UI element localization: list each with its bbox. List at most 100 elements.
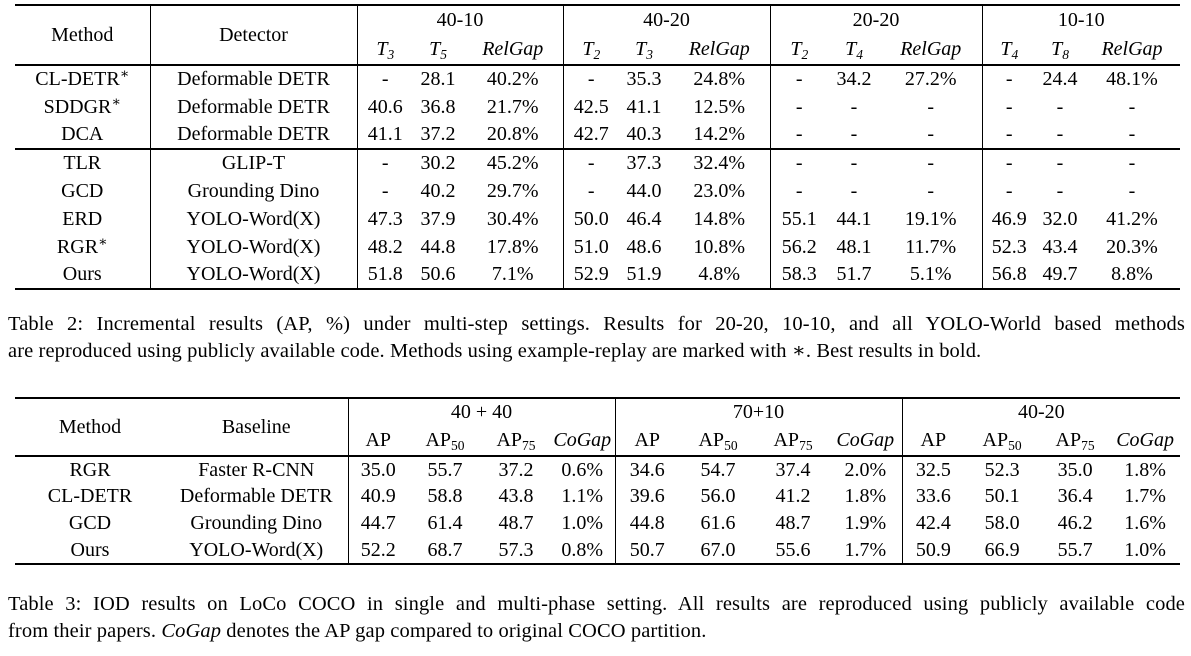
subcolumn-header-subscript: 75 <box>522 437 536 453</box>
value-cell: 14.8% <box>693 207 746 230</box>
method-cell: RGR∗ <box>15 233 150 261</box>
value-cell: 55.7 <box>1057 538 1093 561</box>
table3-caption: Table 3: IOD results on LoCo COCO in sin… <box>8 591 1185 645</box>
value-cell: 19.1% <box>904 207 957 230</box>
value-cell: 27.2% <box>904 68 957 90</box>
replay-star-marker: ∗ <box>98 234 108 250</box>
value-cell: - <box>880 148 982 177</box>
value-cell: 0.6% <box>561 458 604 481</box>
method-cell: GCD <box>15 177 150 205</box>
subcolumn-header: RelGap <box>1084 34 1181 66</box>
value-cell: 51.7 <box>836 263 872 285</box>
baseline-cell: Deformable DETR <box>179 485 333 507</box>
value-cell: 50.7 <box>614 537 680 564</box>
method-cell: SDDGR∗ <box>15 93 150 121</box>
value-cell: - <box>1128 179 1136 202</box>
value-cell: - <box>1128 123 1136 145</box>
subcolumn-header-label: AP <box>365 428 392 451</box>
value-cell: 67.0 <box>700 538 736 561</box>
subcolumn-header-label: T <box>429 37 441 60</box>
method-cell: RGR <box>15 456 165 483</box>
value-cell: 34.2 <box>836 68 872 90</box>
subcolumn-header-label: CoGap <box>836 428 895 451</box>
subcolumn-header-label: T <box>1000 37 1012 60</box>
value-cell: 33.6 <box>901 483 965 510</box>
caption-segment: are reproduced using publicly available … <box>8 340 982 362</box>
subcolumn-header: T5 <box>413 34 463 66</box>
subcolumn-header-label: AP <box>698 428 725 451</box>
value-cell: 11.7% <box>905 235 957 258</box>
table-row: CL-DETR Deformable DETR 40.9 58.8 43.8 1.1% 39… <box>15 483 1180 510</box>
value-cell: - <box>1036 148 1084 177</box>
subcolumn-header-label: T <box>845 37 857 60</box>
caption-segment: from their papers. <box>8 620 162 642</box>
group-header: 20-20 <box>769 5 982 34</box>
subcolumn-header-label: AP <box>425 428 452 451</box>
value-cell: 37.2 <box>498 458 534 481</box>
subcolumn-header-label: AP <box>1055 428 1082 451</box>
subcolumn-header-label: AP <box>634 428 661 451</box>
value-cell: 0.8% <box>561 538 604 561</box>
method-label: CL-DETR <box>35 68 120 90</box>
subcolumn-header-subscript: 75 <box>1081 437 1095 453</box>
column-header-method: Method <box>15 5 150 66</box>
subcolumn-header: CoGap <box>550 425 616 457</box>
value-cell: 48.1 <box>836 235 872 258</box>
subcolumn-header: AP50 <box>408 425 482 457</box>
value-cell: 37.4 <box>775 458 811 481</box>
value-cell: 45.2% <box>463 148 563 177</box>
subcolumn-header-subscript: 4 <box>856 46 863 62</box>
value-cell: 48.7 <box>775 512 811 534</box>
baseline-cell: Grounding Dino <box>190 512 323 534</box>
subcolumn-header: AP <box>347 425 408 457</box>
detector-cell: Grounding Dino <box>149 177 357 205</box>
value-cell: 57.3 <box>498 538 534 561</box>
subcolumn-header-subscript: 50 <box>724 437 738 453</box>
subcolumn-header-label: T <box>582 37 594 60</box>
subcolumn-header: CoGap <box>1110 425 1181 457</box>
baseline-cell: Faster R-CNN <box>198 458 315 481</box>
value-cell: - <box>850 179 858 202</box>
value-cell: 44.1 <box>836 207 872 230</box>
value-cell: 41.1 <box>356 121 413 149</box>
subcolumn-header-subscript: 50 <box>1008 437 1022 453</box>
value-cell: 30.2 <box>413 148 463 177</box>
subcolumn-header: T4 <box>981 34 1036 66</box>
subcolumn-header: AP50 <box>679 425 758 457</box>
method-cell: ERD <box>15 205 150 233</box>
method-label: RGR <box>56 235 99 258</box>
column-header-detector: Detector <box>149 5 357 66</box>
value-cell: 41.2 <box>775 485 811 507</box>
value-cell: - <box>769 121 828 149</box>
method-label: CL-DETR <box>47 485 133 507</box>
value-cell: 42.5 <box>562 93 619 121</box>
group-header: 40-20 <box>562 5 770 34</box>
subcolumn-header: RelGap <box>880 34 982 66</box>
subcolumn-header-subscript: 3 <box>646 46 653 62</box>
detector-cell: YOLO-Word(X) <box>149 233 357 261</box>
value-cell: 56.0 <box>700 485 736 507</box>
value-cell: 55.6 <box>775 538 811 561</box>
value-cell: 32.0 <box>1042 207 1078 230</box>
group-header: 10-10 <box>981 5 1181 34</box>
subcolumn-header: RelGap <box>463 34 563 66</box>
value-cell: 42.7 <box>562 121 619 149</box>
value-cell: 23.0% <box>693 179 746 202</box>
value-cell: - <box>1056 123 1064 145</box>
value-cell: 36.8 <box>420 95 456 118</box>
table-row: RGR∗ YOLO-Word(X) 48.2 44.8 17.8% 51.0 48.6 10.… <box>15 233 1180 261</box>
value-cell: 39.6 <box>614 483 680 510</box>
subcolumn-header-subscript: 8 <box>1062 46 1069 62</box>
table-row: TLR GLIP-T -30.2 45.2% -37.3 32.4% - - - - - - <box>15 148 1181 177</box>
value-cell: - <box>981 148 1036 177</box>
table-row: SDDGR∗ Deformable DETR 40.6 36.8 21.7% 42.5 41… <box>15 93 1180 121</box>
value-cell: 50.0 <box>562 205 619 233</box>
value-cell: 44.0 <box>626 179 662 202</box>
subcolumn-header-subscript: 5 <box>440 46 447 62</box>
value-cell: 24.4 <box>1042 68 1078 90</box>
detector-cell: YOLO-Word(X) <box>149 261 357 289</box>
value-cell: 44.8 <box>420 235 456 258</box>
table-row: CL-DETR∗ Deformable DETR -28.1 40.2% -35.3 24… <box>15 65 1180 93</box>
value-cell: - <box>769 65 828 93</box>
value-cell: - <box>769 177 828 205</box>
